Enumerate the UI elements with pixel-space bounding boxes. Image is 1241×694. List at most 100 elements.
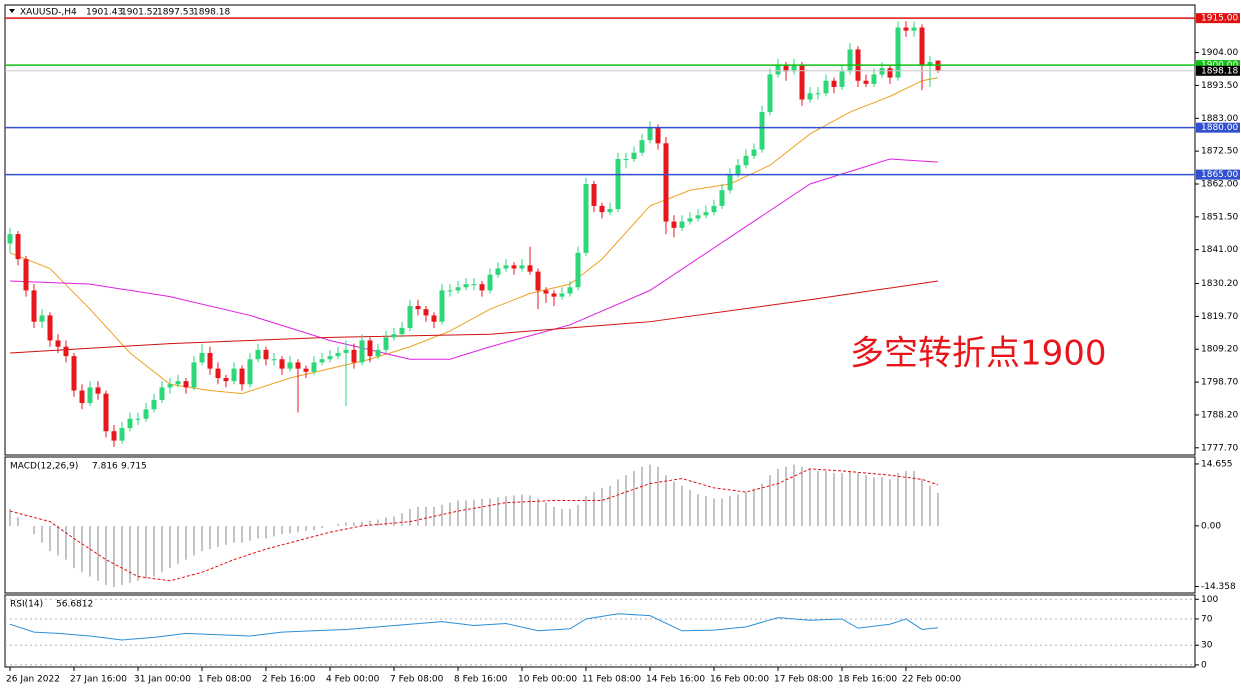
level-label-box	[1196, 122, 1240, 133]
candle-body	[127, 418, 133, 429]
candle-body	[135, 418, 141, 420]
candle-body	[87, 387, 93, 404]
candle-body	[767, 74, 773, 113]
macd-signal-value: 9.715	[121, 462, 147, 472]
candle-body	[631, 152, 637, 159]
candle-body	[79, 390, 85, 404]
candle-body	[679, 221, 685, 228]
open: 1901.43	[86, 8, 123, 18]
candle-body	[415, 306, 421, 310]
candle-body	[263, 349, 269, 360]
x-tick-label: 1 Feb 08:00	[198, 675, 252, 685]
candle-body	[807, 93, 813, 100]
candle-body	[143, 409, 149, 419]
x-tick-label: 8 Feb 16:00	[454, 675, 508, 685]
candle-body	[551, 293, 557, 297]
level-label: 1900.00	[1201, 61, 1238, 71]
candle-body	[359, 340, 365, 363]
candle-body	[303, 368, 309, 372]
candle-body	[671, 221, 677, 228]
candle-body	[39, 315, 45, 322]
candle-body	[591, 183, 597, 206]
candle-body	[119, 428, 125, 441]
y-tick-label: 1862.00	[1201, 179, 1238, 189]
candle-body	[703, 212, 709, 216]
candle-body	[687, 218, 693, 222]
candle-body	[559, 293, 565, 297]
candle-body	[599, 205, 605, 213]
candle-body	[863, 80, 869, 84]
candle-body	[527, 265, 533, 272]
candle-body	[543, 290, 549, 294]
price-pane	[4, 4, 1196, 456]
y-tick-label: 70	[1201, 614, 1213, 624]
candle-body	[183, 381, 189, 388]
candle-body	[903, 27, 909, 31]
candle-body	[311, 362, 317, 372]
candle-body	[759, 112, 765, 150]
macd-value: 7.816	[92, 462, 118, 472]
y-tick-label: 1872.50	[1201, 147, 1238, 157]
y-tick-label: 30	[1201, 641, 1213, 651]
high: 1901.52	[121, 8, 158, 18]
candle-body	[655, 127, 661, 144]
macd-pane	[4, 456, 1196, 594]
candle-body	[615, 158, 621, 210]
candle-body	[167, 384, 173, 388]
y-tick-label: 1841.00	[1201, 245, 1238, 255]
candle-body	[375, 349, 381, 357]
level-label-box	[1196, 60, 1240, 71]
candle-body	[791, 65, 797, 72]
candle-body	[319, 359, 325, 363]
y-tick-label: 1798.70	[1201, 378, 1238, 388]
candle-body	[623, 158, 629, 160]
candle-body	[391, 334, 397, 338]
rsi-pane	[4, 594, 1196, 668]
y-tick-label: 1893.50	[1201, 81, 1238, 91]
y-tick-label: 0.00	[1201, 521, 1221, 531]
candle-body	[23, 259, 29, 291]
rsi-line	[9, 613, 939, 641]
candle-body	[295, 362, 301, 369]
level-label-box	[1196, 13, 1240, 24]
candle-body	[695, 215, 701, 219]
candle-body	[799, 65, 805, 100]
candle-body	[583, 183, 589, 253]
y-tick-label: 1819.70	[1201, 312, 1238, 322]
x-tick-label: 7 Feb 08:00	[390, 675, 444, 685]
candle-body	[31, 290, 37, 322]
candle-body	[839, 71, 845, 87]
rsi-label: RSI(14)	[10, 600, 43, 610]
y-tick-label: 1788.20	[1201, 410, 1238, 420]
candle-body	[831, 80, 837, 87]
annotation: 多空转折点1900	[850, 334, 1107, 374]
level-label: 1865.00	[1201, 170, 1238, 180]
close: 1898.18	[193, 8, 230, 18]
x-tick-label: 4 Feb 00:00	[326, 675, 380, 685]
candle-body	[335, 352, 341, 357]
candle-body	[63, 346, 69, 357]
candle-body	[215, 368, 221, 379]
price-label: 1898.18	[1201, 66, 1238, 76]
candle-body	[439, 290, 445, 322]
rsi-value: 56.6812	[56, 600, 93, 610]
x-tick-label: 22 Feb 00:00	[902, 675, 961, 685]
candle-body	[231, 368, 237, 382]
low: 1897.53	[157, 8, 194, 18]
candle-body	[447, 290, 453, 292]
candle-body	[887, 68, 893, 78]
candle-body	[567, 287, 573, 294]
candle-body	[351, 349, 357, 363]
candle-body	[103, 393, 109, 432]
y-tick-label: 1809.20	[1201, 345, 1238, 355]
candle-body	[823, 80, 829, 94]
candle-body	[607, 209, 613, 213]
macd-signal	[9, 468, 939, 582]
candle-body	[383, 337, 389, 350]
candle-body	[207, 352, 213, 369]
candle-body	[535, 271, 541, 291]
candle-body	[223, 378, 229, 382]
candle-body	[511, 265, 517, 269]
candle-body	[47, 315, 53, 341]
candle-body	[735, 165, 741, 175]
